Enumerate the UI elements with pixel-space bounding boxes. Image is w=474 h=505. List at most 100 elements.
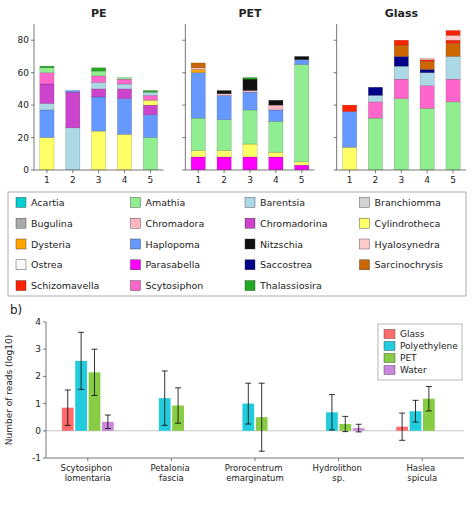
bar-segment xyxy=(92,82,106,88)
legend-label: Parasabella xyxy=(146,259,201,270)
x-tick-label: 2 xyxy=(70,175,76,185)
y-tick xyxy=(31,105,34,106)
bar-segment xyxy=(92,71,106,76)
bar-segment xyxy=(92,76,106,82)
error-cap xyxy=(413,422,419,423)
x-tick-label-line: Hydrolithon xyxy=(313,463,365,473)
error-cap xyxy=(65,390,71,391)
x-tick-label: Prorocentrum emarginatum xyxy=(225,463,285,483)
error-cap xyxy=(162,425,168,426)
error-cap xyxy=(426,386,432,387)
bar-segment xyxy=(243,110,257,144)
bar-segment xyxy=(191,68,205,70)
error-cap xyxy=(342,416,348,417)
species-legend: AcartiaAmathiaBarentsiaBranchiommaBuguli… xyxy=(8,192,466,296)
legend-swatch xyxy=(131,197,141,207)
bar-segment xyxy=(92,97,106,131)
error-whisker xyxy=(415,400,416,422)
error-cap xyxy=(259,383,265,384)
x-tick xyxy=(171,458,172,461)
bar-segment xyxy=(269,110,283,121)
error-bar xyxy=(399,413,405,440)
y-tick xyxy=(334,137,337,138)
x-tick-label: 5 xyxy=(450,175,456,185)
legend-label: Ostrea xyxy=(31,259,63,270)
bar-segment xyxy=(269,121,283,152)
x-tick-label-line: lomentaria xyxy=(65,473,111,483)
bar-segment xyxy=(40,138,54,170)
x-tick xyxy=(98,170,99,173)
bar-segment xyxy=(295,65,309,162)
y-tick xyxy=(43,376,46,377)
error-cap xyxy=(105,415,111,416)
legend-swatch xyxy=(16,260,26,270)
bar-segment xyxy=(368,95,382,101)
bar-segment xyxy=(269,152,283,157)
y-tick xyxy=(43,403,46,404)
bar-segment xyxy=(243,157,257,170)
legend-frame xyxy=(8,192,466,296)
error-cap xyxy=(342,431,348,432)
panel-label: b) xyxy=(10,303,22,317)
x-tick-label: Haslea spicula xyxy=(406,463,438,483)
bar-segment xyxy=(243,92,257,110)
error-whisker xyxy=(81,332,82,389)
legend-swatch xyxy=(360,197,370,207)
bar-segment xyxy=(66,91,80,93)
y-tick-label: 3 xyxy=(35,344,41,354)
legend-label: Glass xyxy=(400,329,425,339)
x-tick xyxy=(275,170,276,173)
legend-label: Barentsia xyxy=(260,197,305,208)
bar-segment xyxy=(243,91,257,93)
x-tick-label: Hydrolithon sp. xyxy=(313,463,365,483)
bar-segment xyxy=(191,69,205,72)
y-tick-label: 2 xyxy=(35,371,41,381)
x-tick-label: Scytosiphon lomentaria xyxy=(61,463,116,483)
x-tick-label: 3 xyxy=(96,175,102,185)
bar-segment xyxy=(342,147,356,170)
legend-swatch xyxy=(16,281,26,291)
bar-segment xyxy=(143,138,157,170)
legend-label: Bugulina xyxy=(31,218,73,229)
error-bar xyxy=(162,371,168,425)
bar-segment xyxy=(446,40,460,43)
legend-label: Saccostrea xyxy=(260,259,312,270)
y-tick-label: 0 xyxy=(35,426,41,436)
x-tick-label: 3 xyxy=(247,175,253,185)
bar-segment xyxy=(40,66,54,68)
y-axis-line xyxy=(46,322,47,458)
bar-segment xyxy=(243,144,257,157)
error-cap xyxy=(105,428,111,429)
bar-segment xyxy=(40,110,54,138)
error-whisker xyxy=(402,413,403,440)
error-cap xyxy=(399,413,405,414)
bar-segment xyxy=(143,115,157,138)
y-axis-label: Number of reads (log10) xyxy=(4,335,14,446)
y-tick xyxy=(43,430,46,431)
error-bar xyxy=(259,383,265,451)
bar-segment xyxy=(191,151,205,157)
x-tick xyxy=(224,170,225,173)
x-tick xyxy=(453,170,454,173)
bar-segment xyxy=(394,40,408,45)
x-tick-label-line: Petalonia xyxy=(150,463,192,473)
x-tick-label-line: spicula xyxy=(407,473,437,483)
y-tick xyxy=(31,72,34,73)
legend-swatch xyxy=(245,281,255,291)
legend-label: PET xyxy=(400,353,417,363)
bar-segment xyxy=(191,63,205,68)
x-tick xyxy=(150,170,151,173)
bar-segment xyxy=(143,92,157,95)
y-tick xyxy=(182,40,185,41)
error-whisker xyxy=(67,390,68,425)
legend-label: Hyalosynedra xyxy=(375,239,440,250)
error-bar xyxy=(91,349,97,395)
y-tick xyxy=(31,170,34,171)
x-tick-label: 5 xyxy=(148,175,154,185)
bar-segment xyxy=(40,73,54,84)
bar-segment xyxy=(394,45,408,56)
bar-segment xyxy=(342,112,356,148)
error-cap xyxy=(356,424,362,425)
stacked-panel: 12345PET xyxy=(182,7,314,185)
y-tick xyxy=(182,137,185,138)
